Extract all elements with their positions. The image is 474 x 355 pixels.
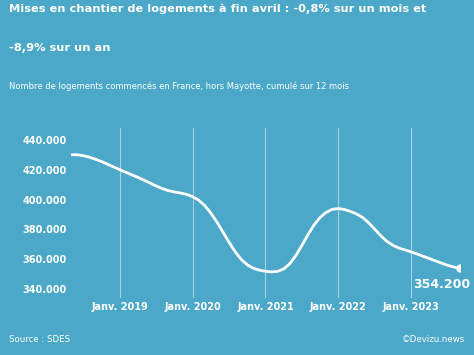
Text: 354.200: 354.200 <box>413 278 470 291</box>
Text: -8,9% sur un an: -8,9% sur un an <box>9 43 111 53</box>
Text: Nombre de logements commencés en France, hors Mayotte, cumulé sur 12 mois: Nombre de logements commencés en France,… <box>9 82 349 91</box>
Text: Source : SDES: Source : SDES <box>9 335 71 344</box>
Text: ©Devizu.news: ©Devizu.news <box>401 335 465 344</box>
Text: Mises en chantier de logements à fin avril : -0,8% sur un mois et: Mises en chantier de logements à fin avr… <box>9 4 427 14</box>
